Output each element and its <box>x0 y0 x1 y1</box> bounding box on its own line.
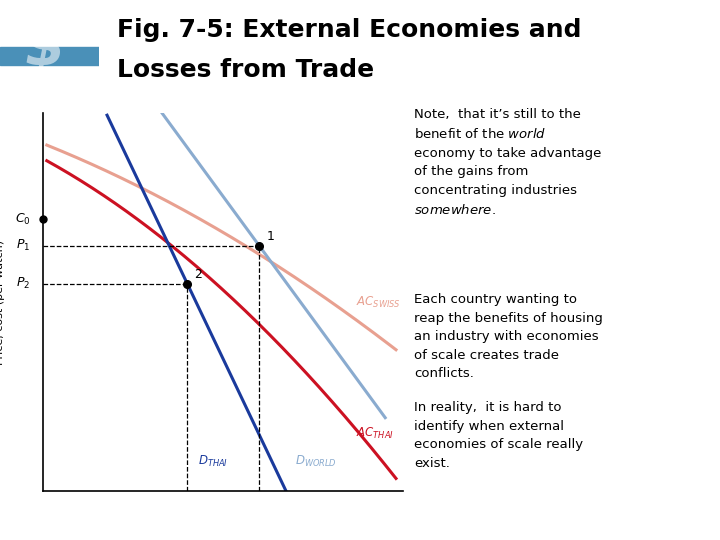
Text: Price, cost (per watch): Price, cost (per watch) <box>0 240 5 365</box>
Text: Fig. 7-5: External Economies and: Fig. 7-5: External Economies and <box>117 18 581 42</box>
Text: Losses from Trade: Losses from Trade <box>117 58 374 82</box>
Text: $D_{WORLD}$: $D_{WORLD}$ <box>295 454 337 469</box>
Text: $C_0$: $C_0$ <box>15 212 30 227</box>
Text: $AC_{SWISS}$: $AC_{SWISS}$ <box>356 294 401 309</box>
Text: $AC_{THAI}$: $AC_{THAI}$ <box>356 426 395 441</box>
Text: 1: 1 <box>266 230 274 243</box>
Text: 7-25: 7-25 <box>678 517 702 528</box>
Text: In reality,  it is hard to
identify when external
economies of scale really
exis: In reality, it is hard to identify when … <box>414 401 583 470</box>
Text: Note,  that it’s still to the
benefit of the $\mathit{world}$
economy to take ad: Note, that it’s still to the benefit of … <box>414 108 601 217</box>
Text: Copyright ©2015 Pearson Education, Inc. All rights reserved.: Copyright ©2015 Pearson Education, Inc. … <box>11 517 330 528</box>
Text: $P_2$: $P_2$ <box>17 276 30 291</box>
Text: $D_{THAI}$: $D_{THAI}$ <box>198 454 228 469</box>
Text: Each country wanting to
reap the benefits of housing
an industry with economies
: Each country wanting to reap the benefit… <box>414 293 603 380</box>
Text: $: $ <box>24 19 65 77</box>
Text: $P_1$: $P_1$ <box>17 238 30 253</box>
Bar <box>0 47 99 65</box>
Text: 2: 2 <box>194 268 202 281</box>
